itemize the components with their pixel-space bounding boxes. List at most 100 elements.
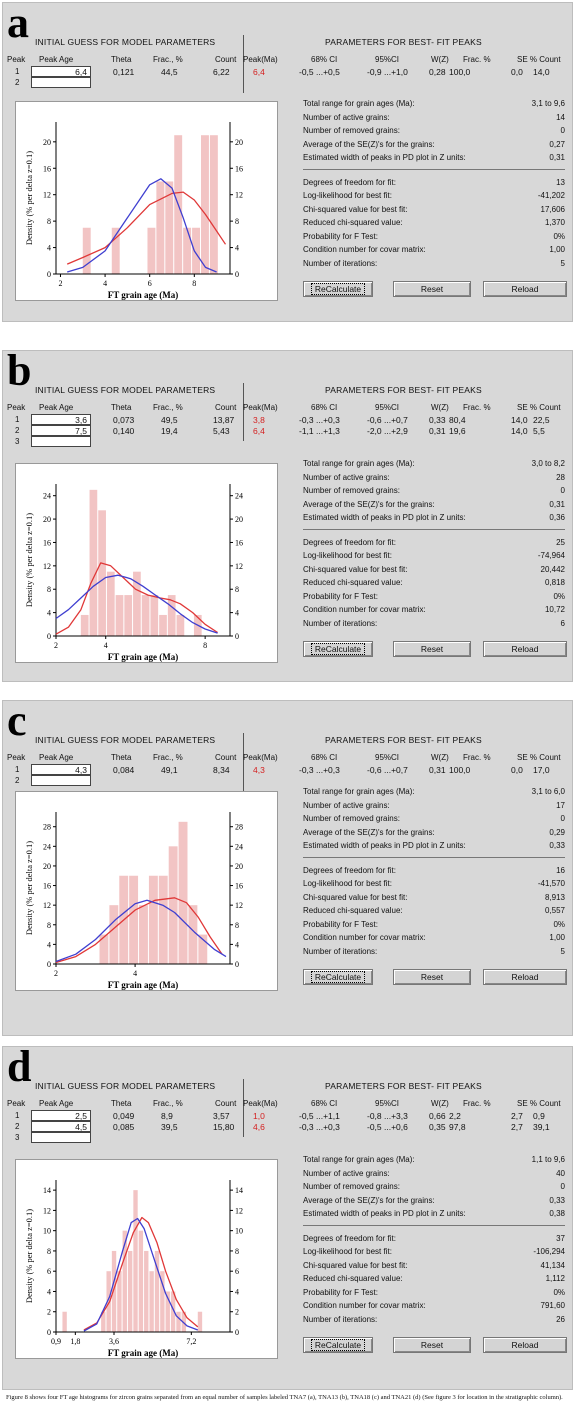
peak-age-input[interactable]: 3,6: [31, 414, 91, 425]
count-best-value: 0,9: [533, 1111, 545, 1121]
x-axis-label: FT grain age (Ma): [108, 652, 179, 662]
col-header-se-count: SE % Count: [517, 1099, 561, 1108]
histogram-bar: [133, 571, 141, 636]
stat-row: Average of the SE(Z)'s for the grains: 0,…: [303, 828, 565, 842]
reload-button[interactable]: Reload: [483, 969, 567, 985]
section-divider: [243, 1079, 244, 1137]
frac-value: 49,1: [161, 765, 178, 775]
col-header-wz: W(Z): [431, 403, 449, 412]
stat-label: Number of removed grains:: [303, 814, 400, 823]
recalculate-button[interactable]: ReCalculate: [303, 1337, 373, 1353]
x-axis-label: FT grain age (Ma): [108, 1348, 179, 1358]
stat-value: -106,294: [533, 1247, 565, 1256]
reload-button[interactable]: Reload: [483, 281, 567, 297]
recalculate-button-label: ReCalculate: [310, 283, 366, 295]
peak-ma-value: 4,6: [253, 1122, 265, 1132]
peak-age-input[interactable]: [31, 77, 91, 88]
stat-value: 0,29: [549, 827, 565, 837]
stat-label: Log-likelihood for best fit:: [303, 879, 392, 888]
stat-row: Number of removed grains: 0: [303, 126, 565, 140]
reload-button-label: Reload: [511, 644, 539, 654]
stat-value: 0,36: [549, 513, 565, 522]
peak-age-input[interactable]: [31, 1132, 91, 1143]
reset-button[interactable]: Reset: [393, 1337, 471, 1353]
col-header-68ci: 68% CI: [311, 403, 338, 412]
histogram-bar: [147, 227, 156, 274]
probability-density-curve: [55, 562, 218, 635]
stat-label: Number of iterations:: [303, 258, 378, 268]
col-header-frac: Frac., %: [153, 403, 183, 412]
frac-value: 19,4: [161, 426, 178, 436]
y-tick-label-left: 12: [43, 1206, 51, 1215]
peak-age-input[interactable]: 4,3: [31, 764, 91, 775]
histogram-bar: [170, 1291, 176, 1332]
stat-value: 0,38: [549, 1209, 565, 1218]
stat-label: Chi-squared value for best fit:: [303, 1260, 408, 1270]
peak-number: 3: [15, 1133, 20, 1142]
peak-age-input[interactable]: 6,4: [31, 66, 91, 77]
reload-button[interactable]: Reload: [483, 641, 567, 657]
y-tick-label-left: 20: [43, 515, 51, 524]
recalculate-button[interactable]: ReCalculate: [303, 281, 373, 297]
ci68-value: -0,5 ...+0,5: [299, 67, 340, 77]
y-axis-label: Density (% per delta z=0.1): [24, 513, 34, 607]
y-axis-label: Density (% per delta z=0.1): [24, 841, 34, 935]
frac-value: 44,5: [161, 67, 178, 77]
y-tick-label-right: 20: [235, 515, 243, 524]
peak-age-input[interactable]: 4,5: [31, 1121, 91, 1132]
wz-value: 0,28: [429, 67, 446, 77]
y-tick-label-right: 2: [235, 1308, 239, 1317]
stat-value: 0,31: [549, 499, 565, 509]
wz-value: 0,35: [429, 1122, 446, 1132]
peak-age-input[interactable]: [31, 775, 91, 786]
panel-letter: d: [7, 1042, 32, 1091]
x-tick-label: 8: [192, 279, 196, 288]
stat-value: -41,202: [537, 191, 565, 200]
stat-row: Chi-squared value for best fit: 41,134: [303, 1261, 565, 1275]
col-header-se-count: SE % Count: [517, 753, 561, 762]
peak-age-input[interactable]: 2,5: [31, 1110, 91, 1121]
stats-divider: [303, 1224, 565, 1234]
histogram-bar: [62, 1311, 67, 1332]
stat-value: 28: [556, 472, 565, 482]
histogram-bar: [149, 1271, 154, 1332]
reload-button[interactable]: Reload: [483, 1337, 567, 1353]
stat-label: Chi-squared value for best fit:: [303, 204, 408, 214]
histogram-bar: [165, 1291, 170, 1332]
reset-button[interactable]: Reset: [393, 641, 471, 657]
y-tick-label-left: 16: [43, 164, 51, 173]
frac-value: 49,5: [161, 415, 178, 425]
peak-age-input[interactable]: 7,5: [31, 425, 91, 436]
fit-window-b: b INITIAL GUESS FOR MODEL PARAMETERS PARAM…: [2, 349, 573, 682]
recalculate-button[interactable]: ReCalculate: [303, 641, 373, 657]
y-tick-label-right: 24: [235, 492, 243, 501]
histogram-bar: [98, 510, 106, 636]
stat-value: 0,557: [544, 906, 565, 915]
stat-value: 40: [556, 1168, 565, 1178]
peak-ma-value: 6,4: [253, 426, 265, 436]
y-tick-label-left: 0: [47, 632, 51, 641]
x-tick-label: 2: [54, 969, 58, 978]
stat-value: 41,134: [540, 1260, 565, 1270]
stat-row: Total range for grain ages (Ma): 3,0 to 8…: [303, 459, 565, 473]
reset-button[interactable]: Reset: [393, 969, 471, 985]
frac-best-value: 80,4: [449, 415, 466, 425]
stat-row: Probability for F Test: 0%: [303, 592, 565, 606]
recalculate-button[interactable]: ReCalculate: [303, 969, 373, 985]
col-header-frac-best: Frac. %: [463, 753, 491, 762]
histogram-bar: [101, 1311, 106, 1332]
stat-row: Probability for F Test: 0%: [303, 232, 565, 246]
stat-row: Number of iterations: 5: [303, 259, 565, 273]
peak-number: 2: [15, 776, 20, 785]
reset-button[interactable]: Reset: [393, 281, 471, 297]
col-header-theta: Theta: [111, 403, 132, 412]
stat-value: 0: [560, 126, 565, 135]
y-tick-label-right: 20: [235, 138, 243, 147]
y-tick-label-right: 12: [235, 562, 243, 571]
peak-age-input[interactable]: [31, 436, 91, 447]
y-tick-label-left: 28: [43, 823, 51, 832]
y-tick-label-right: 10: [235, 1227, 243, 1236]
stat-row: Log-likelihood for best fit: -106,294: [303, 1247, 565, 1261]
y-axis-label: Density (% per delta z=0.1): [24, 151, 34, 245]
col-header-68ci: 68% CI: [311, 1099, 338, 1108]
